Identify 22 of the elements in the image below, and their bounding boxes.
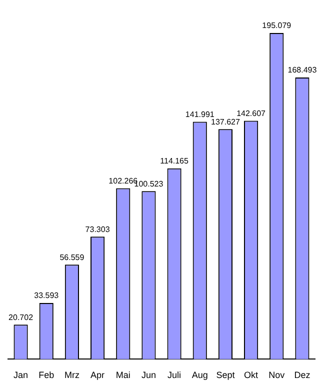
- x-tick-label: Mrz: [64, 370, 80, 380]
- x-tick-label: Aug: [192, 370, 208, 380]
- x-tick-label: Sept: [216, 370, 236, 380]
- data-label: 33.593: [34, 291, 60, 300]
- x-tick-label: Feb: [38, 370, 54, 380]
- data-label: 137.627: [210, 117, 240, 126]
- data-label: 56.559: [60, 252, 85, 262]
- data-label: 73.303: [85, 224, 110, 234]
- data-label: 142.607: [236, 108, 266, 118]
- x-tick-label: Jun: [141, 370, 156, 380]
- x-tick-label: Juli: [168, 370, 182, 380]
- x-tick-label: Okt: [244, 370, 259, 380]
- data-label: 20.702: [8, 312, 34, 322]
- x-tick-label: Mai: [116, 370, 130, 380]
- data-label: 168.493: [288, 66, 318, 75]
- x-tick-label: Nov: [268, 370, 286, 380]
- x-tick-label: Apr: [90, 370, 105, 380]
- data-label: 195.079: [262, 21, 292, 30]
- x-tick-label: Dez: [294, 370, 311, 380]
- data-label: 141.991: [185, 110, 215, 120]
- x-tick-label: Jan: [14, 370, 28, 380]
- data-label: 114.165: [160, 156, 190, 166]
